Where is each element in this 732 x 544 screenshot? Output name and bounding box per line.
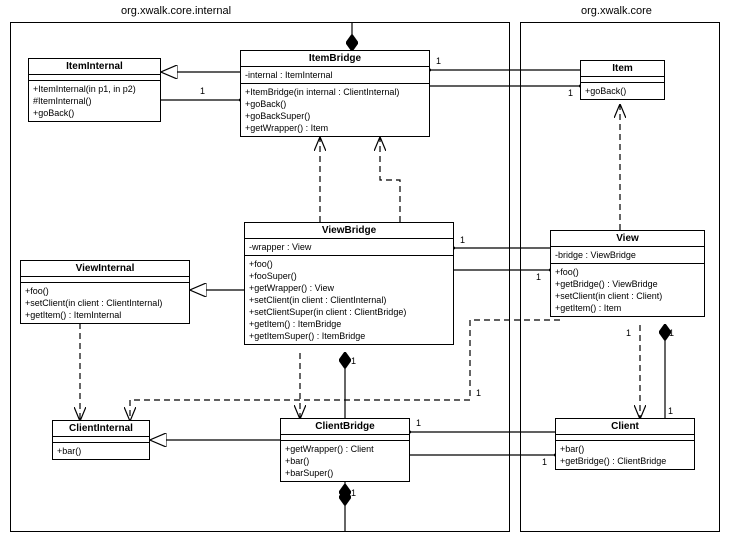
mult: 1: [351, 488, 356, 498]
package-core-label: org.xwalk.core: [581, 5, 652, 17]
class-client: Client +bar() +getBridge() : ClientBridg…: [555, 418, 695, 470]
mult: 1: [460, 235, 465, 245]
class-ops: +foo() +setClient(in client : ClientInte…: [21, 283, 189, 323]
op: +goBack(): [585, 85, 660, 97]
op: +foo(): [25, 285, 185, 297]
mult: 1: [669, 328, 674, 338]
class-attrs: -wrapper : View: [245, 239, 453, 256]
package-internal-label: org.xwalk.core.internal: [121, 5, 231, 17]
op: +getItemSuper() : ItemBridge: [249, 330, 449, 342]
mult: 1: [351, 356, 356, 366]
op: +ItemBridge(in internal : ClientInternal…: [245, 86, 425, 98]
op: +setClient(in client : Client): [555, 290, 700, 302]
class-clientbridge: ClientBridge +getWrapper() : Client +bar…: [280, 418, 410, 482]
op: +foo(): [249, 258, 449, 270]
op: +setClientSuper(in client : ClientBridge…: [249, 306, 449, 318]
class-iteminternal: ItemInternal +ItemInternal(in p1, in p2)…: [28, 58, 161, 122]
op: +getWrapper() : View: [249, 282, 449, 294]
mult: 1: [436, 56, 441, 66]
class-clientinternal: ClientInternal +bar(): [52, 420, 150, 460]
op: +setClient(in client : ClientInternal): [25, 297, 185, 309]
class-item: Item +goBack(): [580, 60, 665, 100]
op: #ItemInternal(): [33, 95, 156, 107]
class-title: View: [551, 231, 704, 247]
attr: -internal : ItemInternal: [245, 69, 425, 81]
mult: 1: [352, 36, 357, 46]
op: +getItem() : ItemBridge: [249, 318, 449, 330]
class-ops: +getWrapper() : Client +bar() +barSuper(…: [281, 441, 409, 481]
class-title: ViewBridge: [245, 223, 453, 239]
mult: 1: [200, 86, 205, 96]
class-ops: +goBack(): [581, 83, 664, 99]
class-ops: +bar() +getBridge() : ClientBridge: [556, 441, 694, 469]
mult: 1: [542, 457, 547, 467]
class-itembridge: ItemBridge -internal : ItemInternal +Ite…: [240, 50, 430, 137]
class-ops: +bar(): [53, 443, 149, 459]
mult: 1: [536, 272, 541, 282]
op: +bar(): [285, 455, 405, 467]
attr: -wrapper : View: [249, 241, 449, 253]
class-attrs: -bridge : ViewBridge: [551, 247, 704, 264]
op: +barSuper(): [285, 467, 405, 479]
mult: 1: [416, 418, 421, 428]
op: +fooSuper(): [249, 270, 449, 282]
op: +bar(): [57, 445, 145, 457]
op: +goBackSuper(): [245, 110, 425, 122]
op: +goBack(): [245, 98, 425, 110]
class-viewbridge: ViewBridge -wrapper : View +foo() +fooSu…: [244, 222, 454, 345]
op: +getBridge() : ClientBridge: [560, 455, 690, 467]
op: +foo(): [555, 266, 700, 278]
class-viewinternal: ViewInternal +foo() +setClient(in client…: [20, 260, 190, 324]
class-view: View -bridge : ViewBridge +foo() +getBri…: [550, 230, 705, 317]
class-ops: +ItemInternal(in p1, in p2) #ItemInterna…: [29, 81, 160, 121]
op: +getItem() : ItemInternal: [25, 309, 185, 321]
class-ops: +foo() +getBridge() : ViewBridge +setCli…: [551, 264, 704, 316]
class-title: Item: [581, 61, 664, 77]
class-title: ItemInternal: [29, 59, 160, 75]
class-title: ClientInternal: [53, 421, 149, 437]
op: +goBack(): [33, 107, 156, 119]
mult: 1: [626, 328, 631, 338]
op: +ItemInternal(in p1, in p2): [33, 83, 156, 95]
mult: 1: [568, 88, 573, 98]
op: +getBridge() : ViewBridge: [555, 278, 700, 290]
class-title: ItemBridge: [241, 51, 429, 67]
mult: 1: [476, 388, 481, 398]
op: +getWrapper() : Client: [285, 443, 405, 455]
op: +getItem() : Item: [555, 302, 700, 314]
class-title: ViewInternal: [21, 261, 189, 277]
class-attrs: -internal : ItemInternal: [241, 67, 429, 84]
mult: 1: [668, 406, 673, 416]
class-title: ClientBridge: [281, 419, 409, 435]
class-title: Client: [556, 419, 694, 435]
class-ops: +ItemBridge(in internal : ClientInternal…: [241, 84, 429, 136]
class-ops: +foo() +fooSuper() +getWrapper() : View …: [245, 256, 453, 344]
op: +getWrapper() : Item: [245, 122, 425, 134]
op: +bar(): [560, 443, 690, 455]
attr: -bridge : ViewBridge: [555, 249, 700, 261]
op: +setClient(in client : ClientInternal): [249, 294, 449, 306]
